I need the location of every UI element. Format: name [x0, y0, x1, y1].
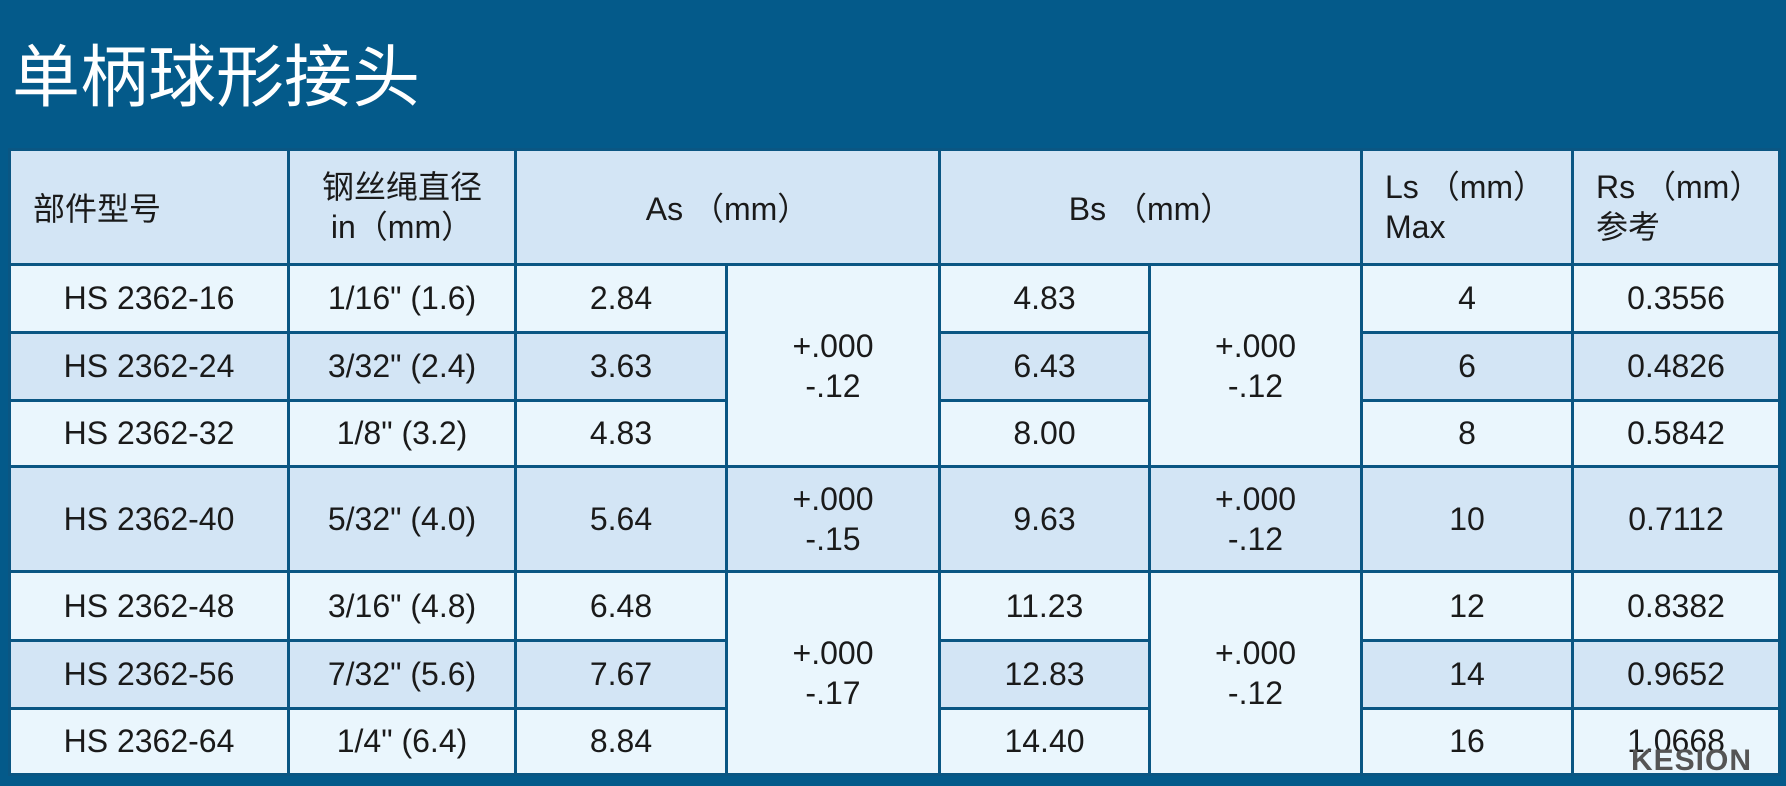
- spec-table: 部件型号 钢丝绳直径 in（mm） As （mm） Bs （mm） Ls （mm）…: [8, 148, 1781, 776]
- cell-ls: 8: [1360, 399, 1574, 468]
- data-row: HS 2362-24 3/32" (2.4) 3.63 6.43 6 0.4826: [8, 331, 1781, 402]
- tolerance-line: -.12: [805, 367, 861, 404]
- cell-rs: 0.9652: [1571, 639, 1781, 710]
- cell-bs: 8.00: [938, 399, 1151, 468]
- tolerance-cell: +.000 -.12: [725, 263, 941, 468]
- cell-part: HS 2362-64: [8, 707, 290, 776]
- data-row: HS 2362-64 1/4" (6.4) 8.84 14.40 16 1.0668: [8, 707, 1781, 776]
- tolerance-line: +.000: [1215, 635, 1296, 671]
- cell-rs: 0.5842: [1571, 399, 1781, 468]
- cell-rs: 0.4826: [1571, 331, 1781, 402]
- data-row: HS 2362-56 7/32" (5.6) 7.67 12.83 14 0.9652: [8, 639, 1781, 710]
- header-line: in（mm）: [330, 209, 474, 245]
- tolerance-line: +.000: [1215, 481, 1296, 517]
- cell-rs: 0.8382: [1571, 570, 1781, 642]
- tolerance-line: -.17: [805, 675, 861, 711]
- cell-as: 4.83: [514, 399, 728, 468]
- header-cell: As （mm）: [514, 148, 941, 266]
- cell-ls: 12: [1360, 570, 1574, 642]
- cell-ls: 6: [1360, 331, 1574, 402]
- tolerance-cell: +.000 -.12: [1148, 570, 1363, 776]
- cell-part: HS 2362-40: [8, 465, 290, 573]
- tolerance-cell: +.000 -.12: [1148, 263, 1363, 468]
- watermark: KESION: [1630, 744, 1752, 777]
- cell-bs: 14.40: [938, 707, 1151, 776]
- cell-ls: 10: [1360, 465, 1574, 573]
- cell-part: HS 2362-56: [8, 639, 290, 710]
- tolerance-line: +.000: [792, 635, 874, 671]
- page-title: 单柄球形接头: [12, 39, 421, 118]
- cell-as: 2.84: [514, 263, 728, 334]
- cell-bs: 12.83: [938, 639, 1151, 710]
- cell-part: HS 2362-16: [8, 263, 290, 334]
- header-cell: Bs （mm）: [938, 148, 1363, 266]
- tolerance-line: +.000: [1215, 327, 1296, 364]
- cell-bs: 6.43: [938, 331, 1151, 402]
- header-cell: Rs （mm） 参考: [1571, 148, 1781, 266]
- data-row: HS 2362-40 5/32" (4.0) 5.64 +.000 -.15 9.63 +.…: [8, 465, 1781, 573]
- cell-ls: 14: [1360, 639, 1574, 710]
- cell-rs: 0.3556: [1571, 263, 1781, 334]
- cell-ls: 4: [1360, 263, 1574, 334]
- cell-diameter: 1/8" (3.2): [287, 399, 517, 468]
- tolerance-line: -.15: [805, 521, 861, 557]
- cell-bs: 4.83: [938, 263, 1151, 334]
- cell-rs: 1.0668: [1571, 707, 1781, 776]
- cell-diameter: 7/32" (5.6): [287, 639, 517, 710]
- data-row: HS 2362-32 1/8" (3.2) 4.83 8.00 8 0.5842: [8, 399, 1781, 468]
- cell-ls: 16: [1360, 707, 1574, 776]
- cell-as: 8.84: [514, 707, 728, 776]
- cell-as: 3.63: [514, 331, 728, 402]
- cell-as: 5.64: [514, 465, 728, 573]
- tolerance-line: +.000: [792, 327, 874, 364]
- cell-diameter: 1/16" (1.6): [287, 263, 517, 334]
- cell-bs: 9.63: [938, 465, 1151, 573]
- tolerance-cell: +.000 -.12: [1148, 465, 1363, 573]
- header-cell: Ls （mm） Max: [1360, 148, 1574, 266]
- header-line: Rs （mm）: [1596, 169, 1762, 205]
- header-line: 钢丝绳直径: [321, 169, 482, 205]
- tolerance-line: -.12: [1227, 675, 1284, 711]
- cell-part: HS 2362-32: [8, 399, 290, 468]
- cell-bs: 11.23: [938, 570, 1151, 642]
- header-line: Ls （mm）: [1385, 169, 1546, 205]
- tolerance-cell: +.000 -.15: [725, 465, 941, 573]
- tolerance-line: +.000: [792, 481, 874, 517]
- cell-rs: 0.7112: [1571, 465, 1781, 573]
- cell-diameter: 3/16" (4.8): [287, 570, 517, 642]
- cell-diameter: 1/4" (6.4): [287, 707, 517, 776]
- header-cell: 钢丝绳直径 in（mm）: [287, 148, 517, 266]
- cell-diameter: 5/32" (4.0): [287, 465, 517, 573]
- header-line: Max: [1385, 209, 1446, 245]
- data-row: HS 2362-48 3/16" (4.8) 6.48 +.000 -.17 11.23 +…: [8, 570, 1781, 776]
- tolerance-cell: +.000 -.17: [725, 570, 941, 776]
- cell-diameter: 3/32" (2.4): [287, 331, 517, 402]
- tolerance-line: -.12: [1227, 521, 1284, 557]
- tolerance-line: -.12: [1227, 367, 1284, 404]
- header-line: 参考: [1596, 209, 1661, 245]
- cell-part: HS 2362-48: [8, 570, 290, 642]
- cell-as: 7.67: [514, 639, 728, 710]
- data-row: HS 2362-16 1/16" (1.6) 2.84 +.000 -.12 4.83 +.…: [8, 263, 1781, 468]
- header-cell: 部件型号: [8, 148, 290, 266]
- header-row: 部件型号 钢丝绳直径 in（mm） As （mm） Bs （mm） Ls （mm）…: [8, 148, 1781, 266]
- cell-as: 6.48: [514, 570, 728, 642]
- cell-part: HS 2362-24: [8, 331, 290, 402]
